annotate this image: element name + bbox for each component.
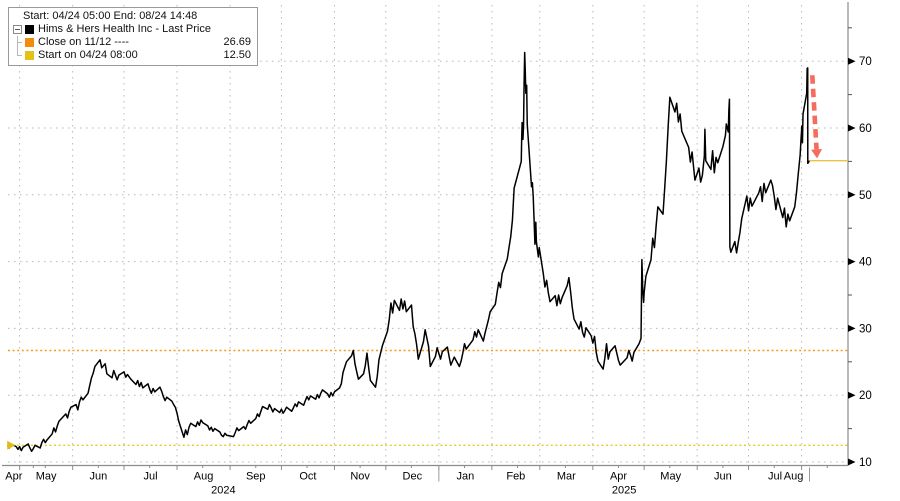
y-tick-label: 10	[859, 457, 872, 469]
legend-row-last-price[interactable]: Hims & Hers Health Inc - Last Price	[13, 23, 253, 36]
y-tick-arrow	[848, 124, 856, 132]
y-tick-label: 40	[859, 257, 872, 269]
series-label: Hims & Hers Health Inc - Last Price	[38, 23, 211, 35]
y-tick-arrow	[848, 57, 856, 65]
x-tick-label: Jul	[768, 471, 782, 483]
x-tick-label: Aug	[784, 471, 804, 483]
x-tick-label: Nov	[350, 471, 370, 483]
x-tick-label: Sep	[246, 471, 266, 483]
legend-collapse-icon[interactable]	[13, 25, 25, 34]
close-line-swatch-orange	[25, 38, 34, 47]
y-tick-arrow	[848, 258, 856, 266]
drop-arrow-head-icon	[811, 149, 823, 159]
drop-arrow-shaft	[809, 75, 819, 150]
x-tick-label: Aug	[194, 471, 214, 483]
chart-legend[interactable]: Start: 04/24 05:00 End: 08/24 14:48 Hims…	[8, 7, 258, 66]
x-tick-label: Jul	[143, 471, 157, 483]
tree-branch-icon	[17, 49, 24, 62]
legend-row-close-line[interactable]: Close on 11/12 ---- 26.69	[13, 36, 253, 49]
x-tick-label: Apr	[5, 471, 22, 483]
close-line-label: Close on 11/12 ----	[38, 36, 129, 48]
legend-row-start-line[interactable]: Start on 04/24 08:00 12.50	[13, 49, 253, 62]
x-tick-label: Feb	[506, 471, 525, 483]
year-label: 2025	[612, 485, 636, 497]
y-tick-label: 70	[859, 56, 872, 68]
y-tick-arrow	[848, 191, 856, 199]
y-tick-label: 60	[859, 123, 872, 135]
y-tick-arrow	[848, 391, 856, 399]
price-line	[7, 51, 811, 453]
x-tick-label: Jun	[89, 471, 107, 483]
x-tick-label: Jan	[456, 471, 474, 483]
legend-tree-spacer	[13, 49, 25, 62]
y-tick-label: 30	[859, 323, 872, 335]
start-marker-icon	[7, 440, 16, 450]
x-tick-label: May	[36, 471, 57, 483]
series-swatch-black	[25, 25, 34, 34]
start-line-value: 12.50	[223, 49, 251, 61]
x-tick-label: Jun	[714, 471, 732, 483]
legend-tree-spacer	[13, 36, 25, 49]
x-tick-label: Mar	[557, 471, 576, 483]
year-label: 2024	[211, 485, 235, 497]
x-tick-label: Apr	[610, 471, 627, 483]
start-line-swatch-yellow	[25, 51, 34, 60]
y-tick-label: 20	[859, 390, 872, 402]
legend-range-text: Start: 04/24 05:00 End: 08/24 14:48	[23, 10, 198, 22]
x-tick-label: Dec	[403, 471, 423, 483]
tree-branch-icon	[17, 36, 24, 49]
close-line-value: 26.69	[223, 36, 251, 48]
legend-date-range: Start: 04/24 05:00 End: 08/24 14:48	[13, 10, 253, 23]
y-tick-arrow	[848, 324, 856, 332]
y-tick-label: 50	[859, 190, 872, 202]
start-line-label: Start on 04/24 08:00	[38, 49, 138, 61]
x-tick-label: May	[660, 471, 681, 483]
y-tick-arrow	[848, 458, 856, 466]
x-tick-label: Oct	[299, 471, 316, 483]
